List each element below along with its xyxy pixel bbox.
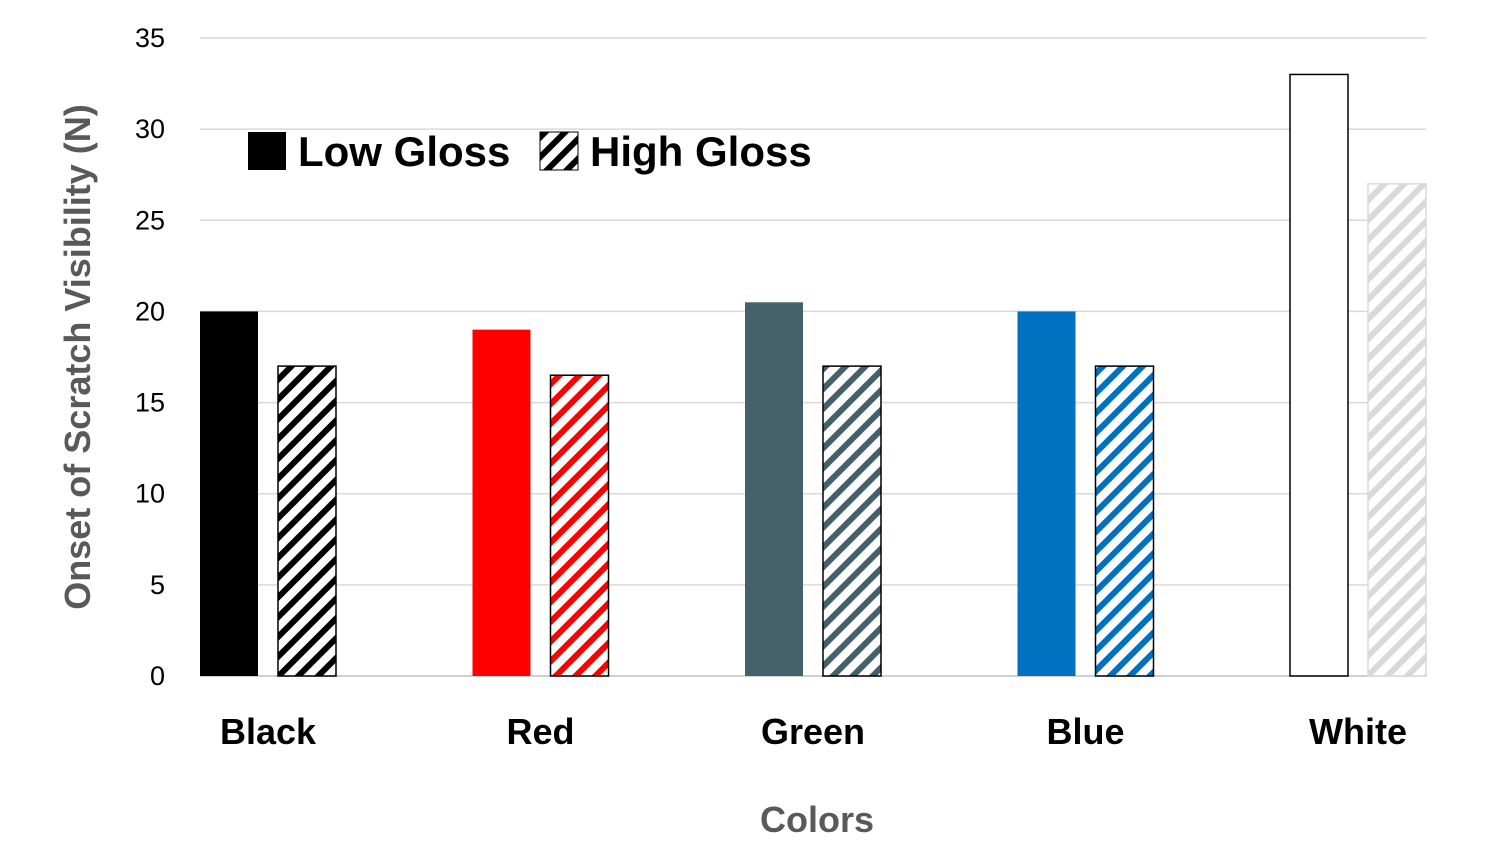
x-tick-label-blue: Blue [1046,711,1124,752]
bar-low-gloss-white [1289,73,1349,677]
bar-high-gloss-green [822,365,882,677]
gridlines [200,37,1426,677]
x-tick-label-red: Red [506,711,574,752]
x-axis-title: Colors [760,799,874,840]
y-tick-label: 0 [150,661,165,691]
bar-high-gloss-white [1367,183,1427,677]
legend-swatch-low-gloss [248,132,286,170]
legend: Low Gloss High Gloss [248,128,812,175]
bar-low-gloss-blue [1017,311,1076,676]
legend-label-low-gloss: Low Gloss [298,128,510,175]
bars [200,73,1427,677]
y-axis-ticks: 0 5 10 15 20 25 30 35 [135,23,165,691]
y-tick-label: 10 [135,479,165,509]
x-tick-label-black: Black [220,711,317,752]
y-tick-label: 5 [150,570,165,600]
legend-label-high-gloss: High Gloss [590,128,812,175]
x-tick-label-green: Green [761,711,865,752]
bar-high-gloss-red [549,374,610,677]
y-axis-title: Onset of Scratch Visibility (N) [57,104,98,609]
bar-high-gloss-black [277,365,337,677]
bar-low-gloss-green [745,302,803,676]
x-tick-label-white: White [1309,711,1407,752]
bar-low-gloss-red [472,329,531,676]
legend-swatch-high-gloss [539,131,579,171]
y-tick-label: 20 [135,296,165,326]
y-tick-label: 30 [135,114,165,144]
bar-high-gloss-blue [1094,365,1155,677]
y-tick-label: 35 [135,23,165,53]
bar-low-gloss-black [200,311,258,676]
y-tick-label: 15 [135,388,165,418]
y-tick-label: 25 [135,205,165,235]
x-axis-ticks: Black Red Green Blue White [220,711,1407,752]
